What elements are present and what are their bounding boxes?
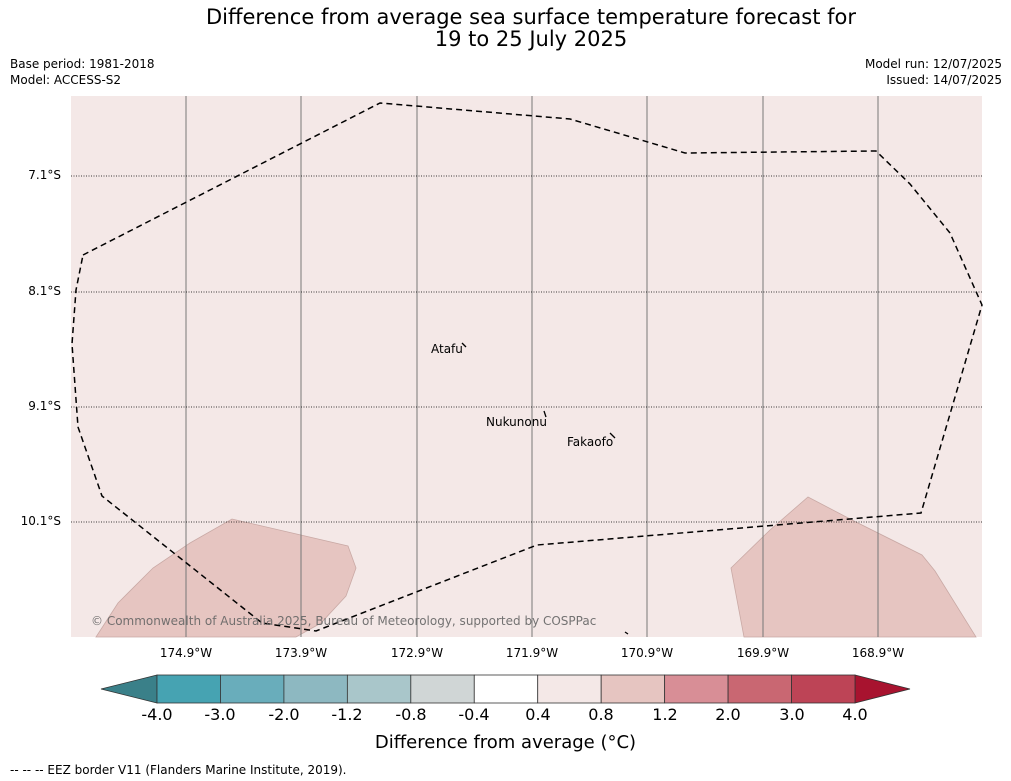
island-nukunonu <box>543 410 547 418</box>
model-text: Model: ACCESS-S2 <box>10 73 122 87</box>
lat-label: 9.1°S <box>28 399 61 413</box>
colorbar-segment <box>473 674 539 704</box>
colorbar-tick: -0.4 <box>458 705 490 724</box>
colorbar-segment <box>220 674 285 704</box>
colorbar-tick: -4.0 <box>141 705 173 724</box>
island-atafu <box>461 342 467 348</box>
colorbar-segment <box>537 674 602 704</box>
colorbar-tick: 1.2 <box>652 705 678 724</box>
lon-label: 171.9°W <box>505 646 559 660</box>
colorbar-tick: 2.0 <box>715 705 741 724</box>
lat-label: 8.1°S <box>28 284 61 298</box>
colorbar-segment <box>791 674 856 704</box>
lat-label: 7.1°S <box>28 168 61 182</box>
meta-right: Model run: 12/07/2025 Issued: 14/07/2025 <box>865 56 1002 88</box>
title-line-1: Difference from average sea surface temp… <box>206 5 856 29</box>
colorbar-segment <box>283 674 348 704</box>
place-label-atafu: Atafu <box>431 342 463 356</box>
place-label-fakaofo: Fakaofo <box>567 435 614 449</box>
lon-label: 168.9°W <box>851 646 905 660</box>
colorbar-segment <box>156 674 221 704</box>
colorbar <box>100 674 911 704</box>
colorbar-segment <box>664 674 729 704</box>
colorbar-tick: -0.8 <box>395 705 427 724</box>
colorbar-segment <box>600 674 666 704</box>
eez-legend-footer: -- -- -- EEZ border V11 (Flanders Marine… <box>10 763 347 777</box>
colorbar-tick: -2.0 <box>268 705 300 724</box>
lon-label: 174.9°W <box>159 646 213 660</box>
island-swains <box>624 631 629 635</box>
eez-border <box>71 102 983 632</box>
meta-left: Base period: 1981-2018 Model: ACCESS-S2 <box>10 56 155 88</box>
colorbar-tick: -1.2 <box>331 705 363 724</box>
colorbar-segment <box>410 674 475 704</box>
lon-label: 169.9°W <box>736 646 790 660</box>
lon-label: 172.9°W <box>390 646 444 660</box>
lon-label: 170.9°W <box>620 646 674 660</box>
colorbar-tick: 0.4 <box>525 705 551 724</box>
place-label-nukunonu: Nukunonu <box>486 415 547 429</box>
colorbar-label: Difference from average (°C) <box>374 732 637 753</box>
colorbar-tick: 3.0 <box>779 705 805 724</box>
colorbar-segment <box>727 674 792 704</box>
island-fakaofo <box>609 432 616 439</box>
latitude-gridlines <box>71 175 982 523</box>
model-run-text: Model run: 12/07/2025 <box>864 57 1002 71</box>
map-title: Difference from average sea surface temp… <box>0 6 1011 50</box>
lat-label: 10.1°S <box>20 514 61 528</box>
copyright-notice: © Commonwealth of Australia 2025, Bureau… <box>91 614 597 628</box>
colorbar-tick: 0.8 <box>588 705 614 724</box>
base-period-text: Base period: 1981-2018 <box>10 57 155 71</box>
issued-text: Issued: 14/07/2025 <box>886 73 1002 87</box>
warm-anomaly-patch-southwest <box>95 518 357 638</box>
colorbar-segment <box>346 674 412 704</box>
colorbar-tick: -3.0 <box>204 705 236 724</box>
colorbar-under-arrow <box>100 674 158 704</box>
colorbar-over-arrow <box>854 674 911 704</box>
island-shapes <box>461 342 629 635</box>
colorbar-tick: 4.0 <box>842 705 868 724</box>
lon-label: 173.9°W <box>274 646 328 660</box>
warm-anomaly-patch-southeast <box>730 496 977 638</box>
title-line-2: 19 to 25 July 2025 <box>434 27 628 51</box>
